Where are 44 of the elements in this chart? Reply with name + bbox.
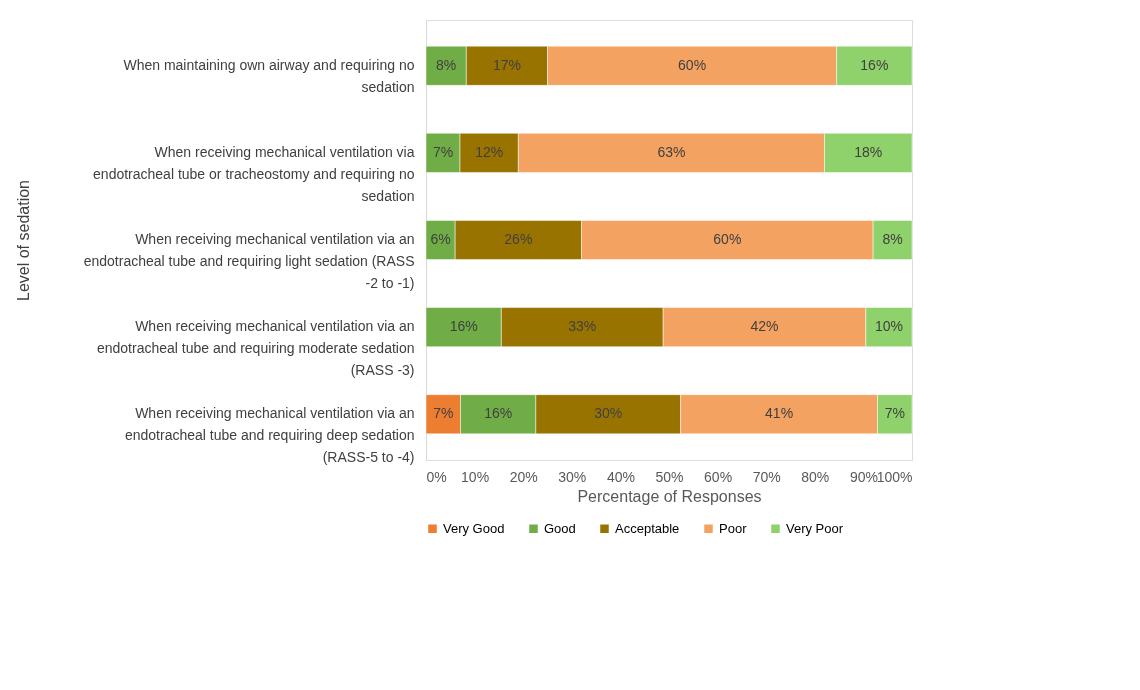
- legend-label: Acceptable: [615, 520, 680, 536]
- y-tick-label: When receiving mechanical ventilation via an endotracheal tube and requiring moderate sedation (RASS -3): [96, 318, 415, 379]
- y-axis-title: Level of sedation: [14, 180, 32, 301]
- x-tick-label: 10%: [461, 468, 490, 485]
- data-label: 8%: [882, 231, 903, 247]
- data-label: 7%: [432, 143, 454, 160]
- data-label: 7%: [433, 405, 454, 422]
- x-tick-label: 50%: [655, 468, 684, 485]
- data-label: 7%: [884, 405, 905, 422]
- legend-label: Poor: [719, 520, 748, 536]
- legend-label: Very Poor: [786, 520, 844, 536]
- data-label: 33%: [568, 318, 597, 335]
- x-axis-title: Percentage of Responses: [577, 487, 762, 505]
- y-tick-label: When receiving mechanical ventilation via an endotracheal tube and requiring light sedation (RASS -2 to -1): [83, 231, 415, 291]
- data-label: 30%: [594, 405, 623, 422]
- data-label: 16%: [484, 405, 513, 422]
- x-tick-label: 0%: [426, 468, 447, 485]
- data-label: 12%: [475, 143, 504, 160]
- data-label: 42%: [750, 318, 779, 335]
- x-tick-label: 90%: [849, 468, 878, 485]
- y-tick-label: When receiving mechanical ventilation via endotracheal tube or tracheostomy and requiring no sedation: [93, 143, 415, 204]
- data-label: 60%: [713, 231, 742, 247]
- legend-label: Good: [544, 520, 576, 536]
- data-label: 17%: [492, 56, 521, 73]
- data-label: 8%: [436, 56, 457, 73]
- x-tick-label: 100%: [876, 468, 913, 485]
- data-label: 18%: [854, 143, 883, 160]
- y-tick-label: When receiving mechanical ventilation via an endotracheal tube and requiring deep sedation (RASS-5 to -4): [124, 405, 415, 466]
- data-label: 63%: [657, 143, 686, 160]
- x-tick-label: 30%: [558, 468, 587, 485]
- data-label: 26%: [504, 231, 533, 247]
- x-tick-label: 70%: [752, 468, 781, 485]
- legend-label: Very Good: [443, 520, 505, 536]
- data-label: 60%: [678, 56, 707, 73]
- x-tick-label: 40%: [606, 468, 635, 485]
- data-label: 6%: [430, 231, 451, 247]
- x-tick-label: 20%: [509, 468, 538, 485]
- data-label: 10%: [874, 318, 903, 335]
- data-label: 16%: [860, 56, 889, 73]
- data-label: 41%: [765, 405, 794, 422]
- y-tick-label: When maintaining own airway and requiring no sedation: [123, 56, 415, 95]
- data-label: 16%: [449, 318, 478, 335]
- x-tick-label: 80%: [801, 468, 830, 485]
- x-tick-label: 60%: [704, 468, 733, 485]
